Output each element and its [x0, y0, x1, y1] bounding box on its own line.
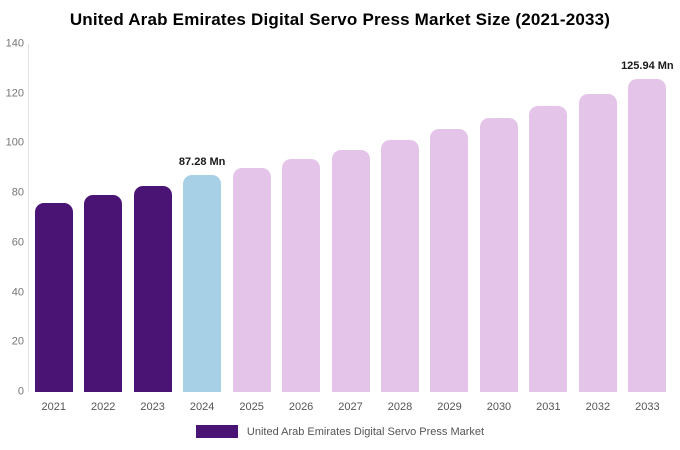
- bar-2027: [331, 149, 370, 392]
- x-axis-label: 2029: [437, 401, 462, 413]
- y-axis-tick-label: 140: [5, 37, 24, 50]
- bar-chart: 0 20 40 60 80 100 120 140 2021 2022 2023 87.28 Mn 2…: [0, 38, 680, 413]
- y-axis-tick-label: 100: [5, 136, 24, 149]
- bar-2031: [529, 106, 568, 392]
- bar-value-label: 87.28 Mn: [178, 156, 226, 169]
- bar-group-2025: 2025: [227, 44, 276, 413]
- bar-2028: [381, 139, 420, 392]
- x-axis-label: 2025: [239, 401, 264, 413]
- y-axis-tick-label: 40: [11, 286, 24, 299]
- bar-group-2027: 2027: [326, 44, 375, 413]
- x-axis-label: 2021: [41, 401, 66, 413]
- bar-group-2029: 2029: [425, 44, 474, 413]
- plot-area: 2021 2022 2023 87.28 Mn 2024 2025 2026 2027 2028…: [28, 44, 674, 413]
- bar-group-2021: 2021: [29, 44, 78, 413]
- bar-2026: [282, 159, 321, 392]
- x-axis-label: 2022: [90, 401, 116, 413]
- y-axis-tick-label: 120: [5, 87, 24, 100]
- bar-group-2031: 2031: [524, 44, 573, 413]
- bar-group-2028: 2028: [375, 44, 424, 413]
- bar-group-2024: 87.28 Mn 2024: [177, 44, 226, 413]
- x-axis-label: 2033: [635, 401, 660, 413]
- bar-2024: 87.28 Mn: [179, 156, 225, 392]
- bar-2025: [232, 167, 271, 392]
- bar-value-label: 125.94 Mn: [621, 59, 674, 72]
- bar-group-2022: 2022: [78, 44, 127, 413]
- bar-2029: [430, 129, 469, 392]
- x-axis-label: 2031: [536, 401, 561, 413]
- x-axis-label: 2026: [288, 401, 314, 413]
- x-axis-label: 2024: [189, 401, 215, 413]
- bar-2023: [133, 186, 172, 392]
- bar-group-2023: 2023: [128, 44, 177, 413]
- bar-group-2026: 2026: [276, 44, 325, 413]
- bar-2022: [84, 194, 123, 392]
- chart-title: United Arab Emirates Digital Servo Press…: [69, 10, 611, 29]
- legend-label: United Arab Emirates Digital Servo Press…: [246, 425, 485, 438]
- x-axis-label: 2023: [140, 401, 165, 413]
- y-axis-tick-label: 20: [11, 335, 24, 348]
- x-axis-label: 2030: [486, 401, 512, 413]
- y-axis: 0 20 40 60 80 100 120 140: [0, 38, 28, 397]
- y-axis-tick-label: 0: [17, 385, 24, 398]
- bar-2032: [578, 93, 617, 392]
- legend: United Arab Emirates Digital Servo Press…: [0, 425, 680, 438]
- bar-group-2032: 2032: [573, 44, 622, 413]
- bar-2033: 125.94 Mn: [621, 60, 674, 392]
- y-axis-tick-label: 60: [11, 236, 24, 249]
- bar-2030: [479, 117, 518, 392]
- bar-2021: [34, 203, 73, 392]
- y-axis-tick-label: 80: [11, 186, 24, 199]
- legend-swatch: [195, 425, 238, 438]
- x-axis-label: 2027: [338, 401, 363, 413]
- x-axis-label: 2028: [387, 401, 413, 413]
- bar-group-2030: 2030: [474, 44, 523, 413]
- bar-group-2033: 125.94 Mn 2033: [621, 44, 674, 413]
- x-axis-label: 2032: [585, 401, 611, 413]
